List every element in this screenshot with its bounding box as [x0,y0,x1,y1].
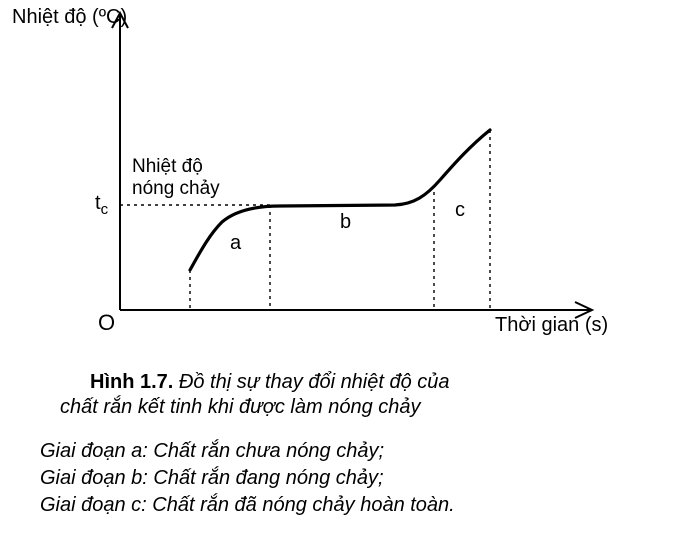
y-axis-label: Nhiệt độ (ºC) [12,6,127,29]
segment-c-label: c [455,199,465,222]
caption-title-2: chất rắn kết tinh khi được làm nóng chảy [60,395,620,420]
segment-b-label: b [340,211,351,234]
segment-a-label: a [230,232,241,255]
melting-temp-annotation: Nhiệt độ nóng chảy [132,156,220,200]
melting-annotation-line2: nóng chảy [132,178,220,199]
legend-a: Giai đoạn a: Chất rắn chưa nóng chảy; [40,438,640,465]
chart-area: Nhiệt độ (ºC) Nhiệt độ nóng chảy tc a b … [0,0,675,360]
legend-b: Giai đoạn b: Chất rắn đang nóng chảy; [40,465,640,492]
figure-label: Hình 1.7. [90,371,173,393]
phase-legend: Giai đoạn a: Chất rắn chưa nóng chảy; Gi… [40,438,640,519]
chart-svg [0,0,675,360]
legend-c: Giai đoạn c: Chất rắn đã nóng chảy hoàn … [40,492,640,519]
melting-annotation-line1: Nhiệt độ [132,156,203,177]
origin-label: O [98,310,115,336]
tc-label: tc [95,192,108,218]
caption-title-1: Đồ thị sự thay đổi nhiệt độ của [179,371,450,393]
x-axis-label: Thời gian (s) [495,314,608,337]
figure-caption: Hình 1.7. Đồ thị sự thay đổi nhiệt độ củ… [60,370,620,420]
